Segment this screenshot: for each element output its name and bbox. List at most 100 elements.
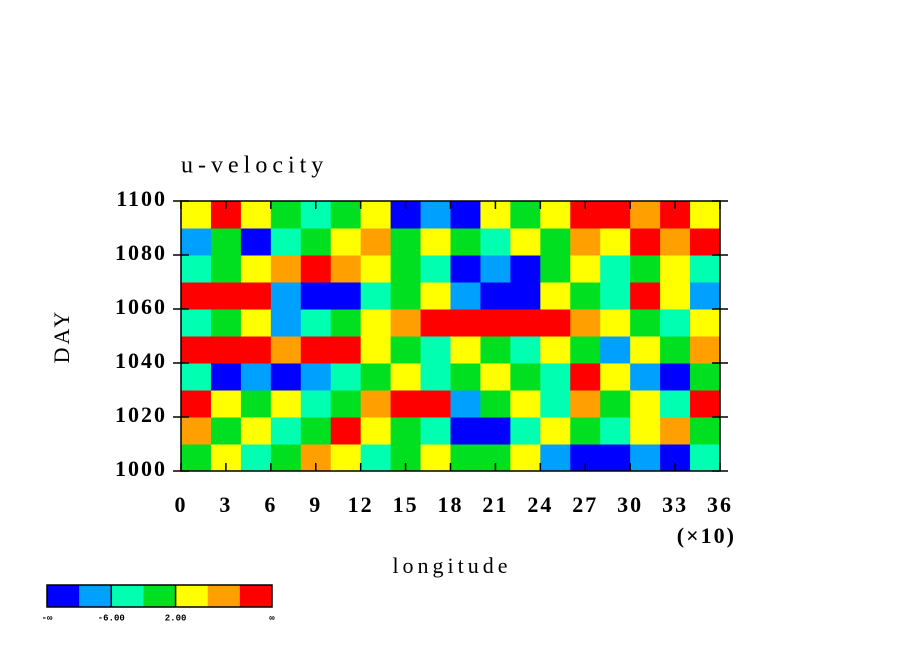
heatmap-cell <box>360 444 392 472</box>
heatmap-cell <box>330 228 362 256</box>
heatmap-cell <box>630 201 661 229</box>
heatmap-cell <box>660 228 691 256</box>
heatmap-cell <box>300 309 332 337</box>
heatmap-cell <box>240 201 272 229</box>
heatmap-cell <box>570 363 601 391</box>
heatmap-cell <box>240 363 272 391</box>
heatmap-cell <box>240 336 272 364</box>
heatmap-cell <box>240 309 272 337</box>
heatmap-cell <box>300 228 332 256</box>
heatmap-cell <box>420 336 451 364</box>
heatmap-cell <box>600 309 631 337</box>
heatmap-cell <box>240 255 272 283</box>
heatmap-cell <box>480 417 511 445</box>
heatmap-cell <box>660 282 691 310</box>
x-tick-label: 15 <box>393 492 419 517</box>
heatmap-cell <box>450 417 481 445</box>
heatmap-cell <box>570 390 601 418</box>
heatmap-cell <box>270 363 302 391</box>
colorbar-swatch <box>79 585 112 607</box>
heatmap-cell <box>690 309 721 337</box>
colorbar-swatch <box>143 585 177 607</box>
heatmap-cell <box>480 390 511 418</box>
heatmap-cell <box>390 309 422 337</box>
heatmap-cell <box>660 390 691 418</box>
heatmap-cell <box>570 228 601 256</box>
heatmap-cell <box>600 255 631 283</box>
y-tick-label: 1080 <box>115 240 167 265</box>
heatmap-cell <box>540 336 571 364</box>
x-axis-label: longitude <box>392 553 511 578</box>
heatmap-cell <box>600 444 631 472</box>
heatmap-cell <box>360 417 392 445</box>
heatmap-cell <box>181 444 212 472</box>
heatmap-cell <box>330 201 362 229</box>
heatmap-cell <box>630 309 661 337</box>
heatmap-cell <box>540 417 571 445</box>
heatmap-cell <box>630 390 661 418</box>
heatmap-cell <box>570 336 601 364</box>
heatmap-cell <box>420 228 451 256</box>
heatmap-cell <box>510 417 541 445</box>
heatmap-cell <box>390 228 422 256</box>
heatmap-cell <box>600 336 631 364</box>
colorbar-swatch <box>207 585 241 607</box>
heatmap-cell <box>300 336 332 364</box>
heatmap-cell <box>210 309 242 337</box>
heatmap-cell <box>660 417 691 445</box>
heatmap-cell <box>330 390 362 418</box>
heatmap-cell <box>660 309 691 337</box>
heatmap-cell <box>420 309 451 337</box>
heatmap-cell <box>270 417 302 445</box>
heatmap-cell <box>660 363 691 391</box>
heatmap-cell <box>630 255 661 283</box>
y-tick-label: 1020 <box>115 402 167 427</box>
heatmap-cell <box>210 282 242 310</box>
heatmap-cell <box>270 309 302 337</box>
colorbar-end-label: ∞ <box>269 613 275 623</box>
heatmap-cell <box>480 282 511 310</box>
heatmap-cell <box>420 282 451 310</box>
heatmap-cell <box>450 228 481 256</box>
heatmap-cell <box>330 336 362 364</box>
heatmap-cell <box>270 444 302 472</box>
heatmap-cell <box>660 255 691 283</box>
heatmap-cell <box>390 336 422 364</box>
heatmap-cell <box>330 444 362 472</box>
heatmap-cell <box>510 255 541 283</box>
x-tick-label: 27 <box>572 492 598 517</box>
y-tick-label: 1000 <box>115 456 167 481</box>
heatmap-cell <box>690 390 721 418</box>
y-tick-label: 1100 <box>116 186 167 211</box>
heatmap-cell <box>510 444 541 472</box>
heatmap-cell <box>210 228 242 256</box>
heatmap-cell <box>540 228 571 256</box>
heatmap-cell <box>510 309 541 337</box>
heatmap-cell <box>420 201 451 229</box>
heatmap-cell <box>600 417 631 445</box>
heatmap-cell <box>540 309 571 337</box>
heatmap-cell <box>630 417 661 445</box>
heatmap-cell <box>240 390 272 418</box>
heatmap-cell <box>181 390 212 418</box>
heatmap-cell <box>420 363 451 391</box>
heatmap-cell <box>600 363 631 391</box>
y-tick-label: 1040 <box>115 348 167 373</box>
heatmap-cell <box>181 201 212 229</box>
heatmap-cell <box>600 228 631 256</box>
heatmap-cell <box>660 336 691 364</box>
heatmap-cell <box>390 282 422 310</box>
heatmap-cell <box>690 228 721 256</box>
heatmap-cell <box>360 282 392 310</box>
x-tick-label: 21 <box>482 492 508 517</box>
colorbar-swatch <box>239 585 273 607</box>
x-tick-label: 9 <box>309 492 322 517</box>
heatmap-cell <box>360 228 392 256</box>
heatmap-cell <box>570 255 601 283</box>
x-tick-label: 3 <box>219 492 232 517</box>
heatmap-cell <box>450 201 481 229</box>
heatmap-cell <box>510 228 541 256</box>
heatmap-cell <box>510 363 541 391</box>
heatmap-cell <box>181 228 212 256</box>
colorbar-swatch <box>111 585 144 607</box>
